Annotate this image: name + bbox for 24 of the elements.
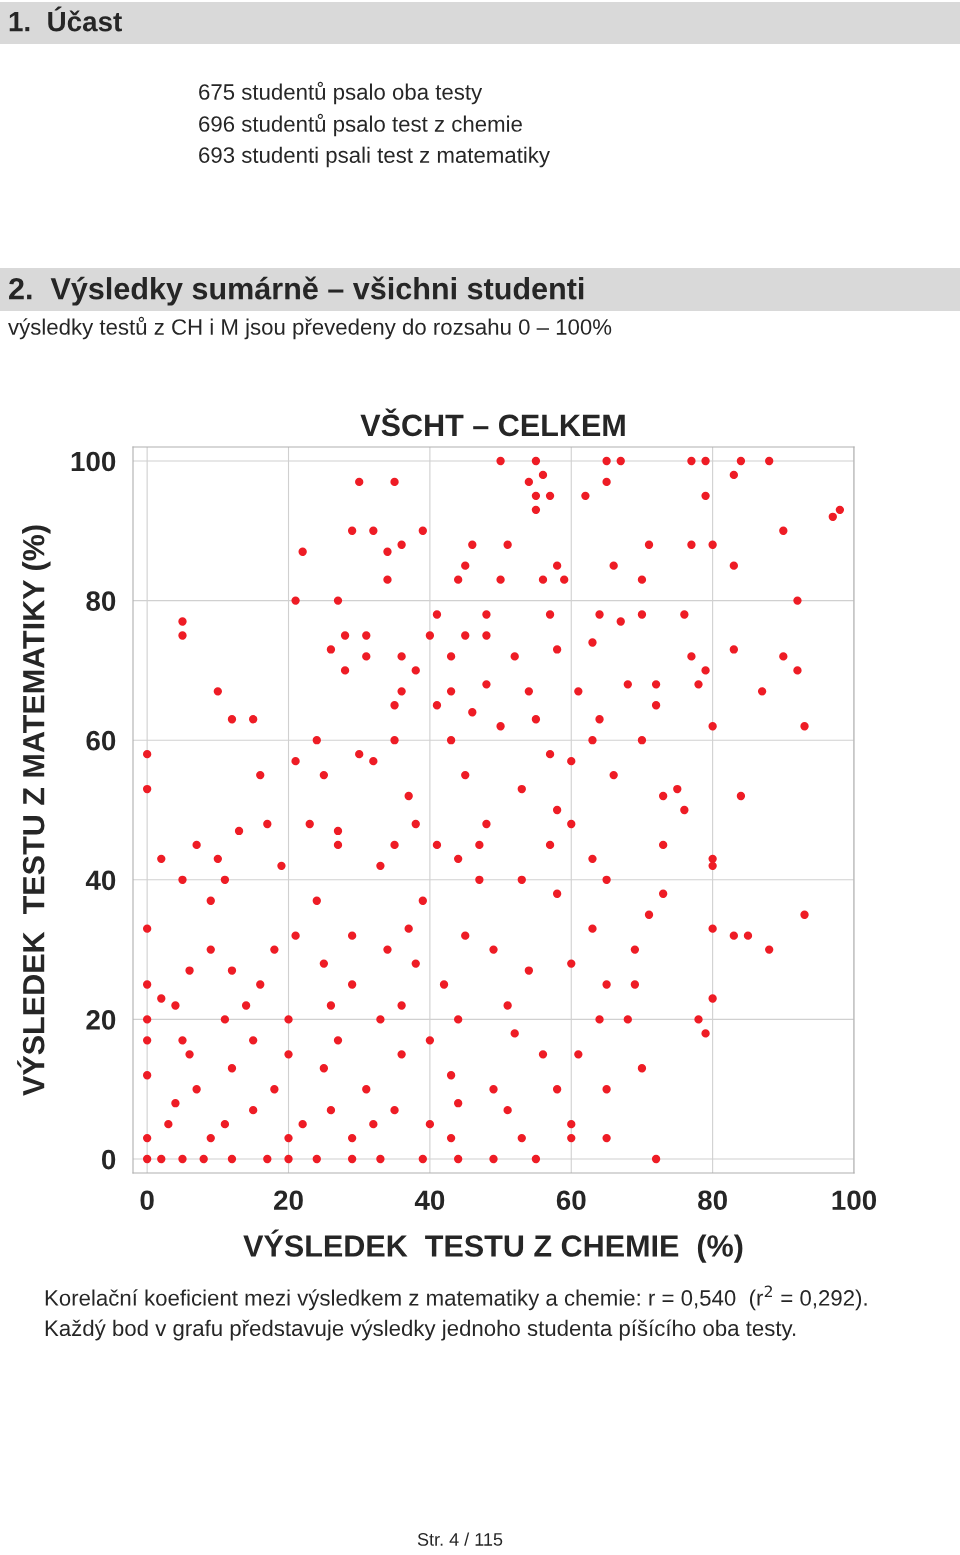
y-axis-title: VÝSLEDEK TESTU Z MATEMATIKY (%) [17,525,51,1096]
text: 693 studenti psali test z matematiky [199,146,550,168]
text: Str. 4 / 115 [417,1532,503,1546]
y-tick-label: 20 [86,1010,116,1030]
y-tick-label: 80 [86,591,116,611]
x-tick-label: 20 [274,1190,303,1211]
text: 2. Výsledky sumárně – všichni studenti [9,276,584,306]
chart-title: VŠCHT – CELKEM [360,408,625,437]
y-tick-label: 100 [71,451,116,472]
y-tick-label: 0 [101,1149,116,1170]
text: výsledky testů z CH i M jsou převedeny do rozsahu 0 – 100% [8,316,612,340]
text: Korelační koeficient mezi výsledkem z matematiky a chemie: r = 0,540 (r$^{2}$ = 0,292). [45,1285,867,1311]
x-tick-label: 100 [832,1190,877,1211]
text: 1. Účast [9,6,122,32]
x-tick-label: 80 [698,1190,727,1211]
text: 675 studentů psalo oba testy [199,81,483,105]
text: Každý bod v grafu představuje výsledky jednoho studenta píšícího oba testy. [45,1319,796,1341]
x-axis-title: VÝSLEDEK TESTU Z CHEMIE (%) [243,1229,743,1263]
x-tick-label: 40 [414,1190,445,1211]
y-tick-label: 60 [86,730,116,751]
x-tick-label: 60 [556,1190,586,1211]
y-tick-label: 40 [85,870,116,891]
text: 696 studentů psalo test z chemie [199,113,522,137]
x-tick-label: 0 [140,1190,154,1211]
